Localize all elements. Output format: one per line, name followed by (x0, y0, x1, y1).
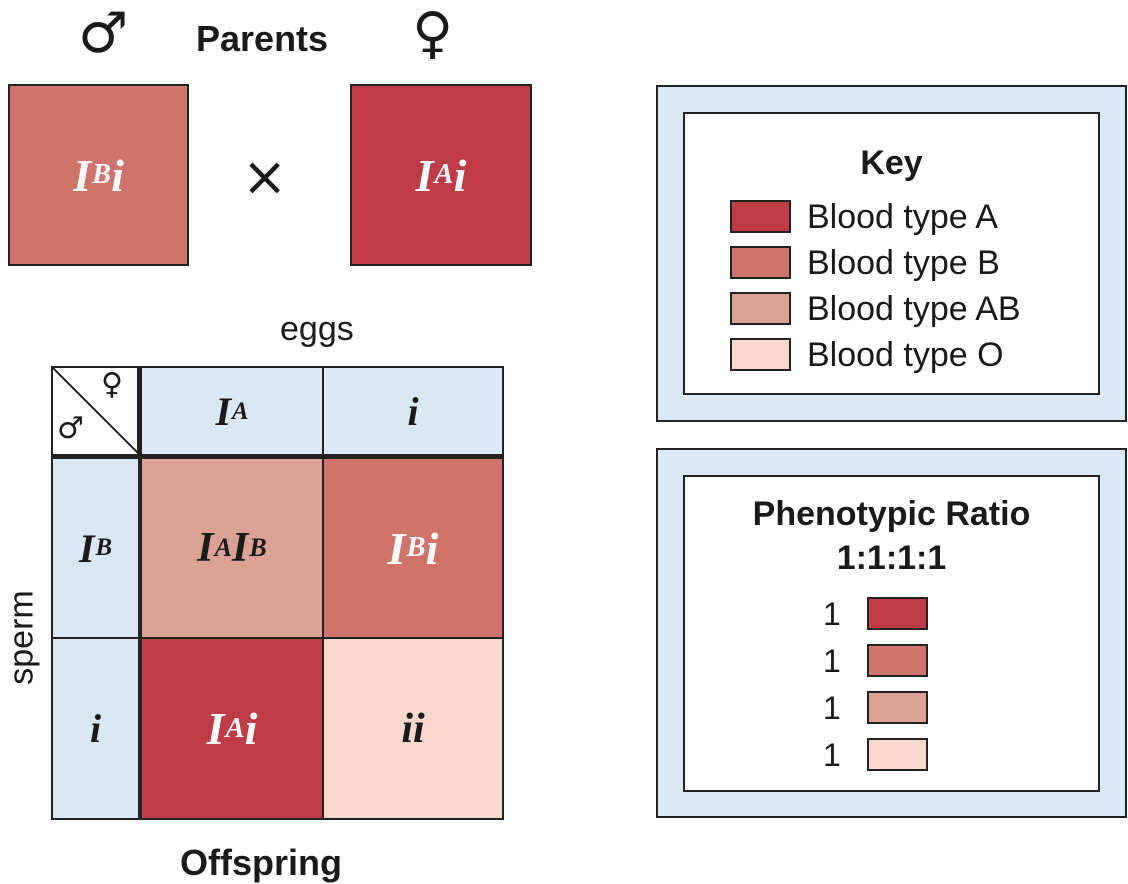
key-panel: Key Blood type A Blood type B Blood type A… (656, 85, 1127, 422)
ratio-count: 1 (823, 596, 841, 632)
cross-icon: × (242, 145, 288, 208)
key-swatch (730, 292, 791, 325)
key-label: Blood type A (807, 198, 998, 236)
corner-female-icon: ♀ (101, 367, 123, 402)
key-label: Blood type B (807, 244, 1000, 282)
ratio-swatch (867, 691, 928, 724)
key-swatch (730, 338, 791, 371)
corner-male-icon: ♂ (57, 411, 84, 446)
ratio-value: 1:1:1:1 (836, 539, 947, 577)
key-panel-inner: Key Blood type A Blood type B Blood type A… (683, 112, 1100, 395)
ratio-panel: Phenotypic Ratio 1:1:1:1 1 1 1 1 (656, 448, 1127, 818)
ratio-swatch (867, 644, 928, 677)
diagonal-divider (53, 368, 140, 455)
eggs-label: eggs (280, 310, 354, 348)
ratio-swatch (867, 738, 928, 771)
sperm-header-2: i (51, 637, 140, 820)
ratio-title: Phenotypic Ratio (752, 495, 1031, 533)
key-swatch (730, 200, 791, 233)
ratio-count: 1 (823, 737, 841, 773)
ratio-panel-inner: Phenotypic Ratio 1:1:1:1 1 1 1 1 (683, 475, 1100, 792)
punnett-corner-cell: ♀ ♂ (51, 366, 142, 457)
key-label: Blood type AB (807, 290, 1021, 328)
key-title: Key (860, 144, 923, 182)
female-symbol-icon: ♀ (412, 1, 454, 66)
offspring-cell-O: ii (322, 637, 504, 820)
offspring-label: Offspring (180, 842, 342, 883)
parents-title: Parents (196, 18, 329, 59)
ratio-swatch (867, 597, 928, 630)
key-swatch (730, 246, 791, 279)
key-label: Blood type O (807, 336, 1004, 374)
male-symbol-icon: ♂ (78, 1, 129, 66)
ratio-count: 1 (823, 690, 841, 726)
header-divider-horizontal (51, 454, 504, 459)
ratio-count: 1 (823, 643, 841, 679)
egg-header-2: i (322, 366, 504, 457)
sperm-label: sperm (2, 590, 41, 685)
